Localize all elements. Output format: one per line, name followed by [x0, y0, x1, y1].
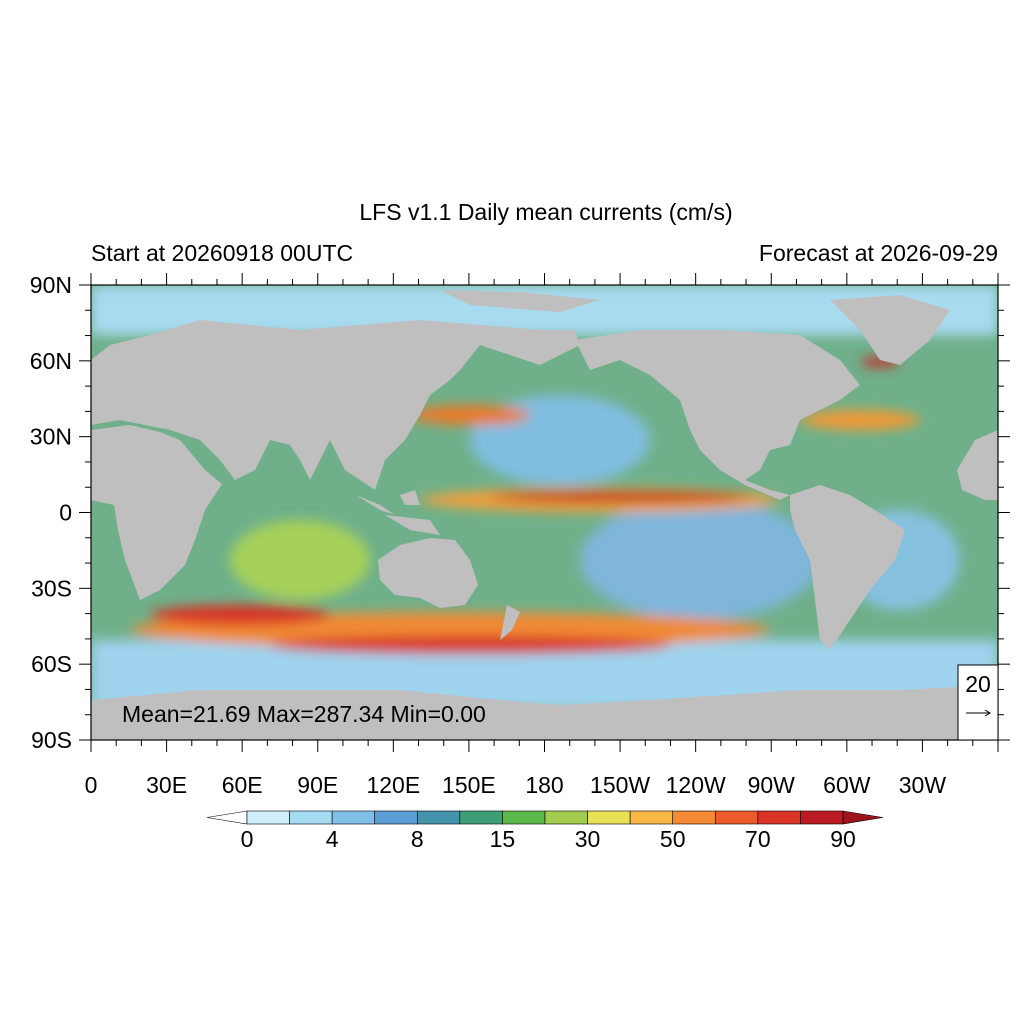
colorbar-label: 30 [575, 826, 601, 852]
colorbar-box [331, 810, 376, 825]
colorbar-box [587, 810, 631, 825]
title: LFS v1.1 Daily mean currents (cm/s) [359, 199, 732, 225]
colorbar-label: 50 [660, 826, 686, 852]
colorbar-box [374, 810, 418, 825]
colorbar-box [629, 810, 674, 825]
colorbar-box [672, 810, 716, 825]
y-tick-label: 0 [59, 500, 72, 526]
reference-vector-label: 20 [965, 671, 991, 697]
colorbar-label: 8 [411, 826, 424, 852]
y-tick-label: 30S [31, 575, 72, 601]
x-tick-label: 60E [222, 772, 263, 798]
x-tick-label: 180 [525, 772, 563, 798]
y-tick-label: 90S [31, 727, 72, 753]
colorbar-box [714, 810, 759, 825]
reference-arrow [966, 709, 991, 717]
x-tick-label: 150E [442, 772, 496, 798]
axis-ticks: 0 30E 60E 90E 120E 150E 180 150W 120W 90W 60W 30W 90… [30, 272, 1010, 798]
y-tick-label: 60N [30, 348, 72, 374]
colorbar-box [416, 810, 461, 825]
map-area [91, 285, 998, 740]
colorbar-box [289, 810, 333, 825]
colorbar-label: 15 [490, 826, 516, 852]
colorbar-label: 4 [326, 826, 339, 852]
y-tick-label: 30N [30, 424, 72, 450]
colorbar-box [544, 810, 588, 825]
colorbar-over [842, 810, 884, 825]
x-tick-label: 90W [748, 772, 796, 798]
colorbar-label: 70 [745, 826, 771, 852]
x-tick-label: 60W [823, 772, 871, 798]
colorbar-box [800, 810, 844, 825]
x-tick-label: 90E [297, 772, 338, 798]
reference-vector-box [957, 664, 999, 741]
colorbar: 0 4 8 15 30 50 70 90 [206, 810, 884, 852]
colorbar-label: 0 [241, 826, 254, 852]
x-tick-label: 120W [666, 772, 726, 798]
x-tick-label: 150W [590, 772, 650, 798]
x-tick-label: 0 [85, 772, 98, 798]
colorbar-under [206, 810, 248, 825]
y-tick-label: 60S [31, 651, 72, 677]
stats-label: Mean=21.69 Max=287.34 Min=0.00 [122, 701, 486, 727]
colorbar-label: 90 [830, 826, 856, 852]
x-tick-label: 30W [899, 772, 947, 798]
colorbar-box [459, 810, 503, 825]
right-subtitle: Forecast at 2026-09-29 [759, 240, 998, 266]
left-subtitle: Start at 20260918 00UTC [91, 240, 353, 266]
y-tick-label: 90N [30, 272, 72, 298]
x-tick-label: 30E [146, 772, 187, 798]
colorbar-box [246, 810, 290, 825]
x-tick-label: 120E [366, 772, 420, 798]
colorbar-box [502, 810, 546, 825]
colorbar-box [757, 810, 801, 825]
